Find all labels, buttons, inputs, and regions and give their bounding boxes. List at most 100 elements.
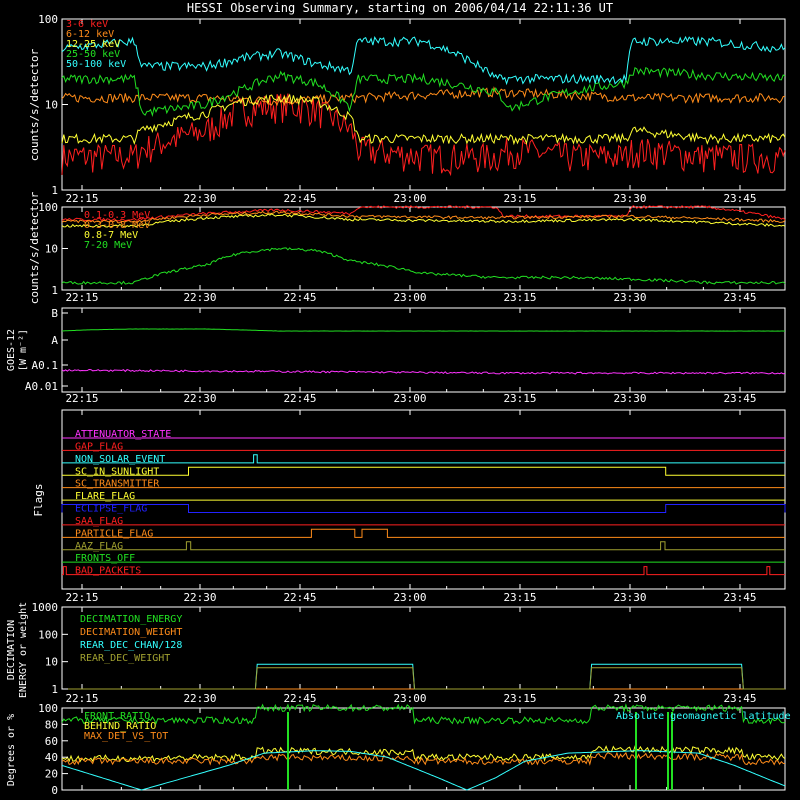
x-tick-label: 23:15 [503, 291, 536, 304]
y-tick-label: 10 [45, 656, 58, 669]
legend-entry: 50-100 keV [66, 59, 126, 70]
y-axis-label: counts/s/detector [28, 191, 41, 304]
legend-entry: DECIMATION_WEIGHT [80, 627, 182, 638]
legend-entry: 7-20 MeV [84, 240, 132, 251]
x-tick-label: 22:30 [183, 692, 216, 705]
flag-label: SAA_FLAG [75, 516, 123, 527]
x-tick-label: 23:30 [613, 192, 646, 205]
series-line-50-100-kev [61, 35, 786, 86]
flag-label: SC_TRANSMITTER [75, 479, 160, 490]
y-tick-label: A [51, 334, 58, 347]
x-tick-label: 23:15 [503, 692, 536, 705]
x-tick-label: 23:45 [723, 591, 756, 604]
x-tick-label: 23:15 [503, 591, 536, 604]
y-tick-label: 1000 [32, 601, 59, 614]
legend-entry: REAR_DEC_CHAN/128 [80, 640, 182, 651]
flag-label: FRONTS_OFF [75, 553, 135, 564]
y-axis-label: counts/s/detector [28, 48, 41, 161]
flag-label: GAP_FLAG [75, 441, 123, 452]
x-tick-label: 23:00 [393, 291, 426, 304]
series-line-max-det-vs-tot [61, 751, 786, 767]
y-tick-label: 40 [45, 751, 58, 764]
flag-line [62, 528, 785, 538]
legend-entry: 12-25 keV [66, 39, 120, 50]
series-line-25-50-kev [61, 66, 786, 118]
series-line-3-6-kev [61, 93, 786, 177]
x-tick-label: 22:15 [65, 192, 98, 205]
legend-entry: 25-50 keV [66, 49, 120, 60]
flag-label: NON_SOLAR_EVENT [75, 454, 165, 465]
legend-entry: REAR_DEC_WEIGHT [80, 653, 170, 664]
flag-label: BAD_PACKETS [75, 566, 141, 577]
flag-line [62, 541, 785, 551]
y-tick-label: 1 [51, 184, 58, 197]
y-tick-label: A0.01 [25, 380, 58, 393]
x-tick-label: 23:45 [723, 291, 756, 304]
x-tick-label: 23:30 [613, 392, 646, 405]
y-tick-label: 20 [45, 768, 58, 781]
series-line-goes-low [61, 368, 786, 375]
legend-entry: BEHIND_RATIO [84, 721, 156, 732]
x-tick-label: 22:45 [283, 192, 316, 205]
y-tick-label: 10 [45, 99, 58, 112]
series-line-goes-high [61, 328, 786, 332]
legend-entry: 0.3-0.8 MeV [84, 220, 150, 231]
x-tick-label: 23:45 [723, 192, 756, 205]
y-tick-label: 60 [45, 735, 58, 748]
flag-label: PARTICLE_FLAG [75, 528, 153, 539]
x-tick-label: 23:00 [393, 192, 426, 205]
series-line-0-8-7-mev [61, 213, 786, 228]
legend-entry: 0.8-7 MeV [84, 230, 138, 241]
x-tick-label: 22:45 [283, 392, 316, 405]
y-axis-label: [W m⁻²] [18, 329, 29, 371]
y-tick-label: 0 [51, 784, 58, 797]
y-axis-label: Flags [32, 483, 45, 516]
flag-label: AAZ_FLAG [75, 541, 123, 552]
x-tick-label: 22:30 [183, 392, 216, 405]
y-tick-label: A0.1 [32, 359, 59, 372]
annotation-label: Absolute geomagnetic latitude [616, 711, 791, 722]
panel-frame-panel3 [61, 307, 786, 393]
series-line-6-12-kev [61, 86, 786, 107]
legend-entry: DECIMATION_ENERGY [80, 614, 182, 625]
x-tick-label: 22:15 [65, 692, 98, 705]
chart-title: HESSI Observing Summary, starting on 200… [187, 1, 613, 15]
x-tick-label: 22:15 [65, 591, 98, 604]
legend-entry: FRONT_RATIO [84, 711, 150, 722]
y-tick-label: 80 [45, 718, 58, 731]
y-axis-label: Degrees or % [6, 714, 17, 786]
y-tick-label: 100 [38, 201, 58, 214]
legend-entry: 0.1-0.3 MeV [84, 210, 150, 221]
x-tick-label: 22:30 [183, 192, 216, 205]
series-line-12-25-kev [61, 93, 786, 146]
x-tick-label: 23:45 [723, 392, 756, 405]
series-line-front-ratio [61, 703, 786, 726]
x-tick-label: 23:00 [393, 392, 426, 405]
x-tick-label: 22:45 [283, 692, 316, 705]
x-tick-label: 23:15 [503, 192, 536, 205]
y-axis-label: DECIMATION [6, 620, 17, 680]
x-tick-label: 22:15 [65, 291, 98, 304]
series-line-rear-dec-weight [62, 667, 785, 690]
x-tick-label: 23:15 [503, 392, 536, 405]
legend-entry: 3-6 keV [66, 19, 108, 30]
flag-label: ATTENUATOR_STATE [75, 429, 171, 440]
x-tick-label: 22:30 [183, 591, 216, 604]
y-tick-label: 100 [38, 702, 58, 715]
x-tick-label: 23:30 [613, 692, 646, 705]
x-tick-label: 23:30 [613, 591, 646, 604]
flag-label: FLARE_FLAG [75, 491, 135, 502]
y-tick-label: 1 [51, 284, 58, 297]
series-line-7-20-mev [61, 247, 786, 285]
y-tick-label: 10 [45, 243, 58, 256]
flag-line [62, 466, 785, 476]
y-tick-label: B [51, 307, 58, 320]
y-axis-label: GOES-12 [6, 329, 17, 371]
x-tick-label: 23:00 [393, 692, 426, 705]
y-tick-label: 1 [51, 683, 58, 696]
y-axis-label: ENERGY or weight [18, 602, 29, 698]
flag-label: ECLIPSE_FLAG [75, 504, 147, 515]
flag-label: SC_IN_SUNLIGHT [75, 466, 159, 477]
x-tick-label: 23:45 [723, 692, 756, 705]
